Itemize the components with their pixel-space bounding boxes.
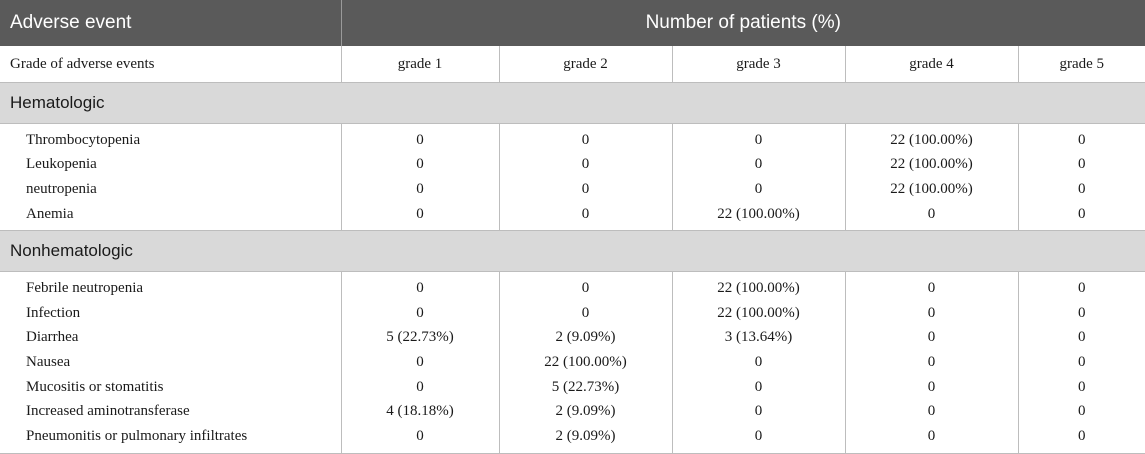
grade-1-value: 0	[341, 350, 500, 375]
grade-2-value: 0	[499, 152, 673, 178]
header-number-of-patients: Number of patients (%)	[341, 0, 1145, 46]
grade-2-value: 2 (9.09%)	[499, 423, 673, 454]
table-row: Anemia 0 0 22 (100.00%) 0 0	[0, 201, 1145, 231]
grade-4-value: 22 (100.00%)	[845, 152, 1019, 178]
grade-1-value: 0	[341, 123, 500, 153]
grade-2-value: 0	[499, 300, 673, 326]
table-row: Febrile neutropenia 0 0 22 (100.00%) 0 0	[0, 271, 1145, 301]
grade-4-value: 0	[845, 374, 1019, 400]
grade-5-value: 0	[1078, 205, 1086, 222]
grade-1-value: 5 (22.73%)	[341, 325, 500, 351]
table-row: Nausea 0 22 (100.00%) 0 0 0	[0, 350, 1145, 375]
event-name: Febrile neutropenia	[0, 271, 342, 301]
subheader-grade-1: grade 1	[341, 46, 500, 83]
event-name: Increased aminotransferase	[0, 399, 342, 424]
grade-1-value: 0	[341, 300, 500, 326]
grade-5-value: 0	[1078, 329, 1086, 346]
event-name: Leukopenia	[0, 152, 342, 178]
table-row: neutropenia 0 0 0 22 (100.00%) 0	[0, 177, 1145, 202]
grade-5-value: 0	[1078, 131, 1086, 148]
grade-1-value: 0	[341, 271, 500, 301]
grade-4-value: 0	[845, 423, 1019, 454]
event-name: Diarrhea	[0, 325, 342, 351]
grade-4-value: 22 (100.00%)	[845, 177, 1019, 202]
event-name: Mucositis or stomatitis	[0, 374, 342, 400]
grade-1-value: 0	[341, 201, 500, 231]
grade-1-value: 0	[341, 374, 500, 400]
section-title: Nonhematologic	[0, 230, 1145, 273]
grade-1-value: 4 (18.18%)	[341, 399, 500, 424]
grade-5-value: 0	[1078, 378, 1086, 395]
grade-3-value: 0	[672, 152, 846, 178]
grade-5-value: 0	[1078, 353, 1086, 370]
grade-5-value: 0	[1078, 304, 1086, 321]
table-row: Leukopenia 0 0 0 22 (100.00%) 0	[0, 152, 1145, 178]
grade-3-value: 0	[672, 177, 846, 202]
grade-4-value: 22 (100.00%)	[845, 123, 1019, 153]
table-row: Increased aminotransferase 4 (18.18%) 2 (9…	[0, 399, 1145, 424]
table-row: Pneumonitis or pulmonary infiltrates 0 2 (…	[0, 423, 1145, 454]
grade-3-value: 0	[672, 350, 846, 375]
grade-2-value: 0	[499, 123, 673, 153]
grade-2-value: 0	[499, 177, 673, 202]
grade-4-value: 0	[845, 271, 1019, 301]
subheader-grade-4: grade 4	[845, 46, 1019, 83]
table-row: Mucositis or stomatitis 0 5 (22.73%) 0 0 0	[0, 374, 1145, 400]
subheader-grade-label: Grade of adverse events	[0, 46, 342, 83]
table-header-row: Adverse event Number of patients (%)	[0, 0, 1145, 46]
subheader-row: Grade of adverse events grade 1 grade 2 …	[0, 46, 1145, 83]
grade-1-value: 0	[341, 423, 500, 454]
table-row: Diarrhea 5 (22.73%) 2 (9.09%) 3 (13.64%) 0 0	[0, 325, 1145, 351]
event-name: neutropenia	[0, 177, 342, 202]
grade-4-value: 0	[845, 325, 1019, 351]
grade-5-value: 0	[1078, 180, 1086, 197]
grade-2-value: 0	[499, 271, 673, 301]
event-name: Anemia	[0, 201, 342, 231]
header-adverse-event: Adverse event	[0, 0, 342, 46]
grade-5-value: 0	[1078, 280, 1086, 297]
section-title: Hematologic	[0, 82, 1145, 124]
grade-5-value: 0	[1078, 156, 1086, 173]
grade-3-value: 0	[672, 374, 846, 400]
table-row: Infection 0 0 22 (100.00%) 0 0	[0, 300, 1145, 326]
event-name: Thrombocytopenia	[0, 123, 342, 153]
grade-1-value: 0	[341, 152, 500, 178]
grade-3-value: 22 (100.00%)	[672, 201, 846, 231]
table-row: Thrombocytopenia 0 0 0 22 (100.00%) 0	[0, 123, 1145, 153]
grade-1-value: 0	[341, 177, 500, 202]
grade-4-value: 0	[845, 300, 1019, 326]
section-row: Nonhematologic	[0, 230, 1145, 273]
subheader-grade-2: grade 2	[499, 46, 673, 83]
grade-4-value: 0	[845, 350, 1019, 375]
grade-3-value: 0	[672, 399, 846, 424]
grade-2-value: 2 (9.09%)	[499, 325, 673, 351]
grade-4-value: 0	[845, 399, 1019, 424]
grade-2-value: 0	[499, 201, 673, 231]
event-name: Infection	[0, 300, 342, 326]
grade-3-value: 0	[672, 123, 846, 153]
subheader-grade-5: grade 5	[1018, 46, 1145, 83]
grade-3-value: 22 (100.00%)	[672, 300, 846, 326]
event-name: Nausea	[0, 350, 342, 375]
grade-4-value: 0	[845, 201, 1019, 231]
grade-5-value: 0	[1018, 423, 1145, 454]
grade-5-value: 0	[1078, 403, 1086, 420]
grade-2-value: 5 (22.73%)	[499, 374, 673, 400]
grade-3-value: 0	[672, 423, 846, 454]
subheader-grade-3: grade 3	[672, 46, 846, 83]
event-name: Pneumonitis or pulmonary infiltrates	[0, 423, 342, 454]
grade-3-value: 22 (100.00%)	[672, 271, 846, 301]
grade-3-value: 3 (13.64%)	[672, 325, 846, 351]
grade-2-value: 2 (9.09%)	[499, 399, 673, 424]
grade-2-value: 22 (100.00%)	[499, 350, 673, 375]
section-row: Hematologic	[0, 82, 1145, 124]
